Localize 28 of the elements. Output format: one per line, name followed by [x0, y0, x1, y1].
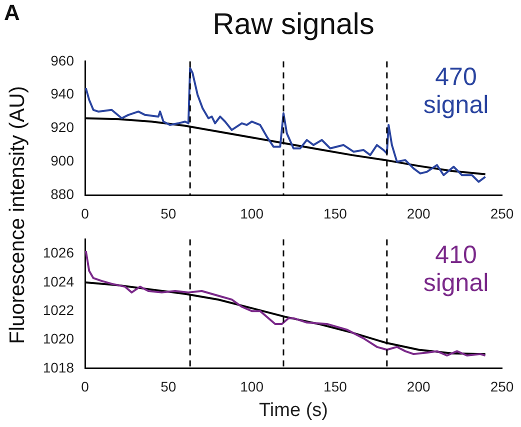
x-tick-label: 0	[81, 205, 90, 222]
y-tick-label: 900	[50, 152, 74, 169]
y-tick-label: 1018	[42, 359, 74, 376]
series-label: 470 signal	[423, 62, 489, 119]
text: 410 signal	[423, 240, 489, 297]
x-tick-label: 150	[324, 205, 348, 222]
y-tick-label: 1026	[42, 244, 74, 261]
x-tick-label: 100	[240, 205, 264, 222]
x-tick-label: 0	[81, 378, 90, 395]
chart-title: Raw signals	[212, 8, 376, 42]
x-tick-label: 200	[406, 378, 430, 395]
y-tick-label: 1022	[42, 302, 74, 318]
y-tick-label: 920	[50, 119, 74, 136]
y-tick-label: 1024	[42, 273, 74, 290]
y-tick-label: 960	[50, 52, 74, 68]
x-axis-title: Time (s)	[259, 400, 328, 421]
text: A	[4, 0, 20, 26]
y-tick-label: 1020	[42, 330, 74, 347]
y-axis-title: Fluorescence intensity (AU)	[6, 85, 30, 346]
y-tick-label: 880	[50, 186, 74, 202]
x-tick-label: 250	[490, 378, 514, 395]
x-tick-label: 150	[324, 378, 348, 395]
x-tick-label: 100	[240, 378, 264, 395]
x-tick-label: 250	[490, 205, 514, 222]
x-tick-label: 200	[406, 205, 430, 222]
y-tick-label: 940	[50, 86, 74, 102]
x-tick-label: 50	[160, 378, 176, 395]
x-tick-label: 50	[160, 205, 176, 222]
